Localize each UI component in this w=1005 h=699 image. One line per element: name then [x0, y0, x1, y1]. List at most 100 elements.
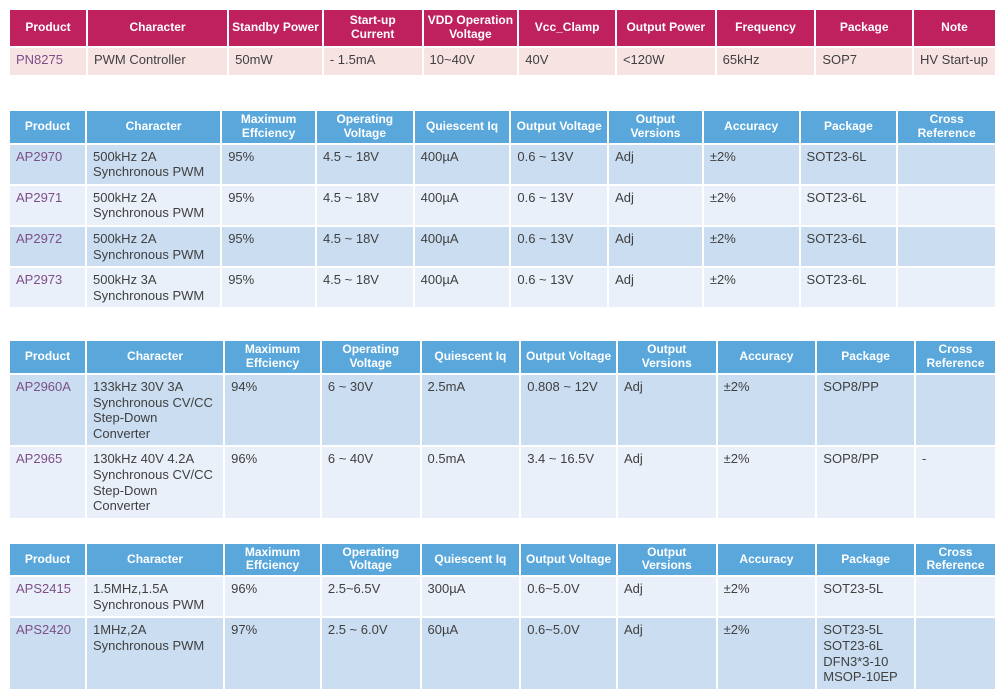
column-header: Character — [85, 8, 230, 48]
data-cell: SOP7 — [814, 46, 915, 77]
data-cell: 300µA — [419, 575, 522, 619]
data-cell: 6 ~ 40V — [319, 445, 422, 520]
column-header: Quiescent Iq — [419, 339, 522, 375]
table-row: AP2971 500kHz 2A Synchronous PWM 95% 4.5 ~ … — [8, 183, 997, 227]
data-cell: 0.6 ~ 13V — [509, 266, 610, 310]
data-cell: 500kHz 2A Synchronous PWM — [84, 224, 223, 269]
data-cell: 0.808 ~ 12V — [519, 372, 618, 448]
column-header: Frequency — [714, 8, 817, 48]
product-cell[interactable]: AP2965 — [8, 445, 87, 520]
data-cell: 0.6 ~ 13V — [509, 224, 610, 269]
data-cell: 400µA — [412, 266, 512, 310]
column-header: Vcc_Clamp — [517, 8, 617, 48]
product-cell[interactable]: APS2415 — [8, 575, 87, 619]
product-cell[interactable]: AP2971 — [8, 183, 87, 227]
column-header: Note — [912, 8, 997, 48]
data-cell: <120W — [614, 46, 717, 77]
product-cell[interactable]: AP2972 — [8, 224, 87, 269]
product-cell[interactable]: AP2970 — [8, 142, 87, 186]
data-cell: - 1.5mA — [321, 46, 424, 77]
product-cell[interactable]: APS2420 — [8, 616, 87, 691]
data-cell — [913, 575, 998, 619]
column-header: Maximum Effciency — [223, 339, 322, 375]
data-cell: 6 ~ 30V — [319, 372, 422, 448]
data-cell: Adj — [615, 616, 718, 691]
pn8275-pwm-controller-table: Product Character Standby Power Start-up Cu… — [8, 8, 997, 77]
column-header: Product — [8, 339, 87, 375]
column-header: Operating Voltage — [314, 109, 415, 145]
column-header: Accuracy — [715, 339, 818, 375]
column-header: Quiescent Iq — [419, 541, 522, 578]
column-header: Output Versions — [615, 339, 718, 375]
table-row: PN8275 PWM Controller 50mW - 1.5mA 10~40V 40V… — [8, 46, 997, 77]
data-cell: 400µA — [412, 142, 512, 186]
column-header: Product — [8, 8, 88, 48]
data-cell: - — [913, 445, 998, 520]
data-cell: 94% — [223, 372, 322, 448]
data-cell: 0.5mA — [419, 445, 522, 520]
table-row: AP2973 500kHz 3A Synchronous PWM 95% 4.5 ~ … — [8, 266, 997, 310]
table-row: APS2415 1.5MHz,1.5A Synchronous PWM 96% 2.5… — [8, 575, 998, 619]
data-cell: 97% — [223, 616, 322, 691]
column-header: Product — [8, 541, 87, 578]
data-cell — [896, 142, 997, 186]
product-cell[interactable]: PN8275 — [8, 46, 88, 77]
data-cell: SOT23-5L SOT23-6L DFN3*3-10 MSOP-10EP — [815, 616, 916, 691]
column-header: Start-up Current — [321, 8, 424, 48]
ap2970-series-table: Product Character Maximum Effciency Operati… — [8, 109, 997, 310]
data-cell: ±2% — [715, 575, 818, 619]
data-cell: Adj — [615, 445, 718, 520]
column-header: Standby Power — [227, 8, 324, 48]
data-cell: SOP8/PP — [815, 372, 916, 448]
column-header: Package — [815, 339, 916, 375]
data-cell: 50mW — [227, 46, 324, 77]
column-header: Product — [8, 109, 87, 145]
data-cell: 60µA — [419, 616, 522, 691]
data-cell: ±2% — [715, 372, 818, 448]
data-cell: HV Start-up — [912, 46, 997, 77]
data-cell: Adj — [615, 575, 718, 619]
column-header: Character — [84, 109, 223, 145]
data-cell: ±2% — [715, 616, 818, 691]
data-cell: 2.5 ~ 6.0V — [319, 616, 422, 691]
data-cell: 500kHz 2A Synchronous PWM — [84, 183, 223, 227]
data-cell — [896, 266, 997, 310]
aps2400-series-table: Product Character Maximum Effciency Operati… — [8, 541, 998, 691]
data-cell: 95% — [220, 224, 317, 269]
data-cell: 95% — [220, 183, 317, 227]
product-cell[interactable]: AP2973 — [8, 266, 87, 310]
column-header: Package — [815, 541, 916, 578]
data-cell: 130kHz 40V 4.2A Synchronous CV/CC Step-D… — [84, 445, 226, 520]
data-cell: 65kHz — [714, 46, 817, 77]
ap2960-series-table: Product Character Maximum Effciency Operati… — [8, 339, 998, 520]
data-cell — [896, 224, 997, 269]
column-header: Maximum Effciency — [220, 109, 317, 145]
column-header: Output Versions — [615, 541, 718, 578]
column-header: Package — [814, 8, 915, 48]
column-header: Operating Voltage — [319, 541, 422, 578]
column-header: Output Voltage — [519, 339, 618, 375]
data-cell — [896, 183, 997, 227]
data-cell: 95% — [220, 142, 317, 186]
column-header: Output Versions — [607, 109, 704, 145]
data-cell: 0.6~5.0V — [519, 616, 618, 691]
data-cell: 2.5mA — [419, 372, 522, 448]
data-cell: 95% — [220, 266, 317, 310]
header-row: Product Character Maximum Effciency Operati… — [8, 109, 997, 145]
column-header: Cross Reference — [896, 109, 997, 145]
data-cell: 1.5MHz,1.5A Synchronous PWM — [84, 575, 226, 619]
data-cell: ±2% — [701, 266, 801, 310]
product-cell[interactable]: AP2960A — [8, 372, 87, 448]
column-header: Package — [798, 109, 899, 145]
data-cell: 0.6 ~ 13V — [509, 142, 610, 186]
header-row: Product Character Maximum Effciency Operati… — [8, 339, 998, 375]
header-row: Product Character Standby Power Start-up Cu… — [8, 8, 997, 48]
data-cell — [913, 616, 998, 691]
data-cell: 500kHz 2A Synchronous PWM — [84, 142, 223, 186]
data-cell: 96% — [223, 445, 322, 520]
column-header: Cross Reference — [913, 339, 998, 375]
data-cell: 3.4 ~ 16.5V — [519, 445, 618, 520]
column-header: Accuracy — [701, 109, 801, 145]
data-cell: Adj — [607, 266, 704, 310]
table-row: AP2960A 133kHz 30V 3A Synchronous CV/CC S… — [8, 372, 998, 448]
